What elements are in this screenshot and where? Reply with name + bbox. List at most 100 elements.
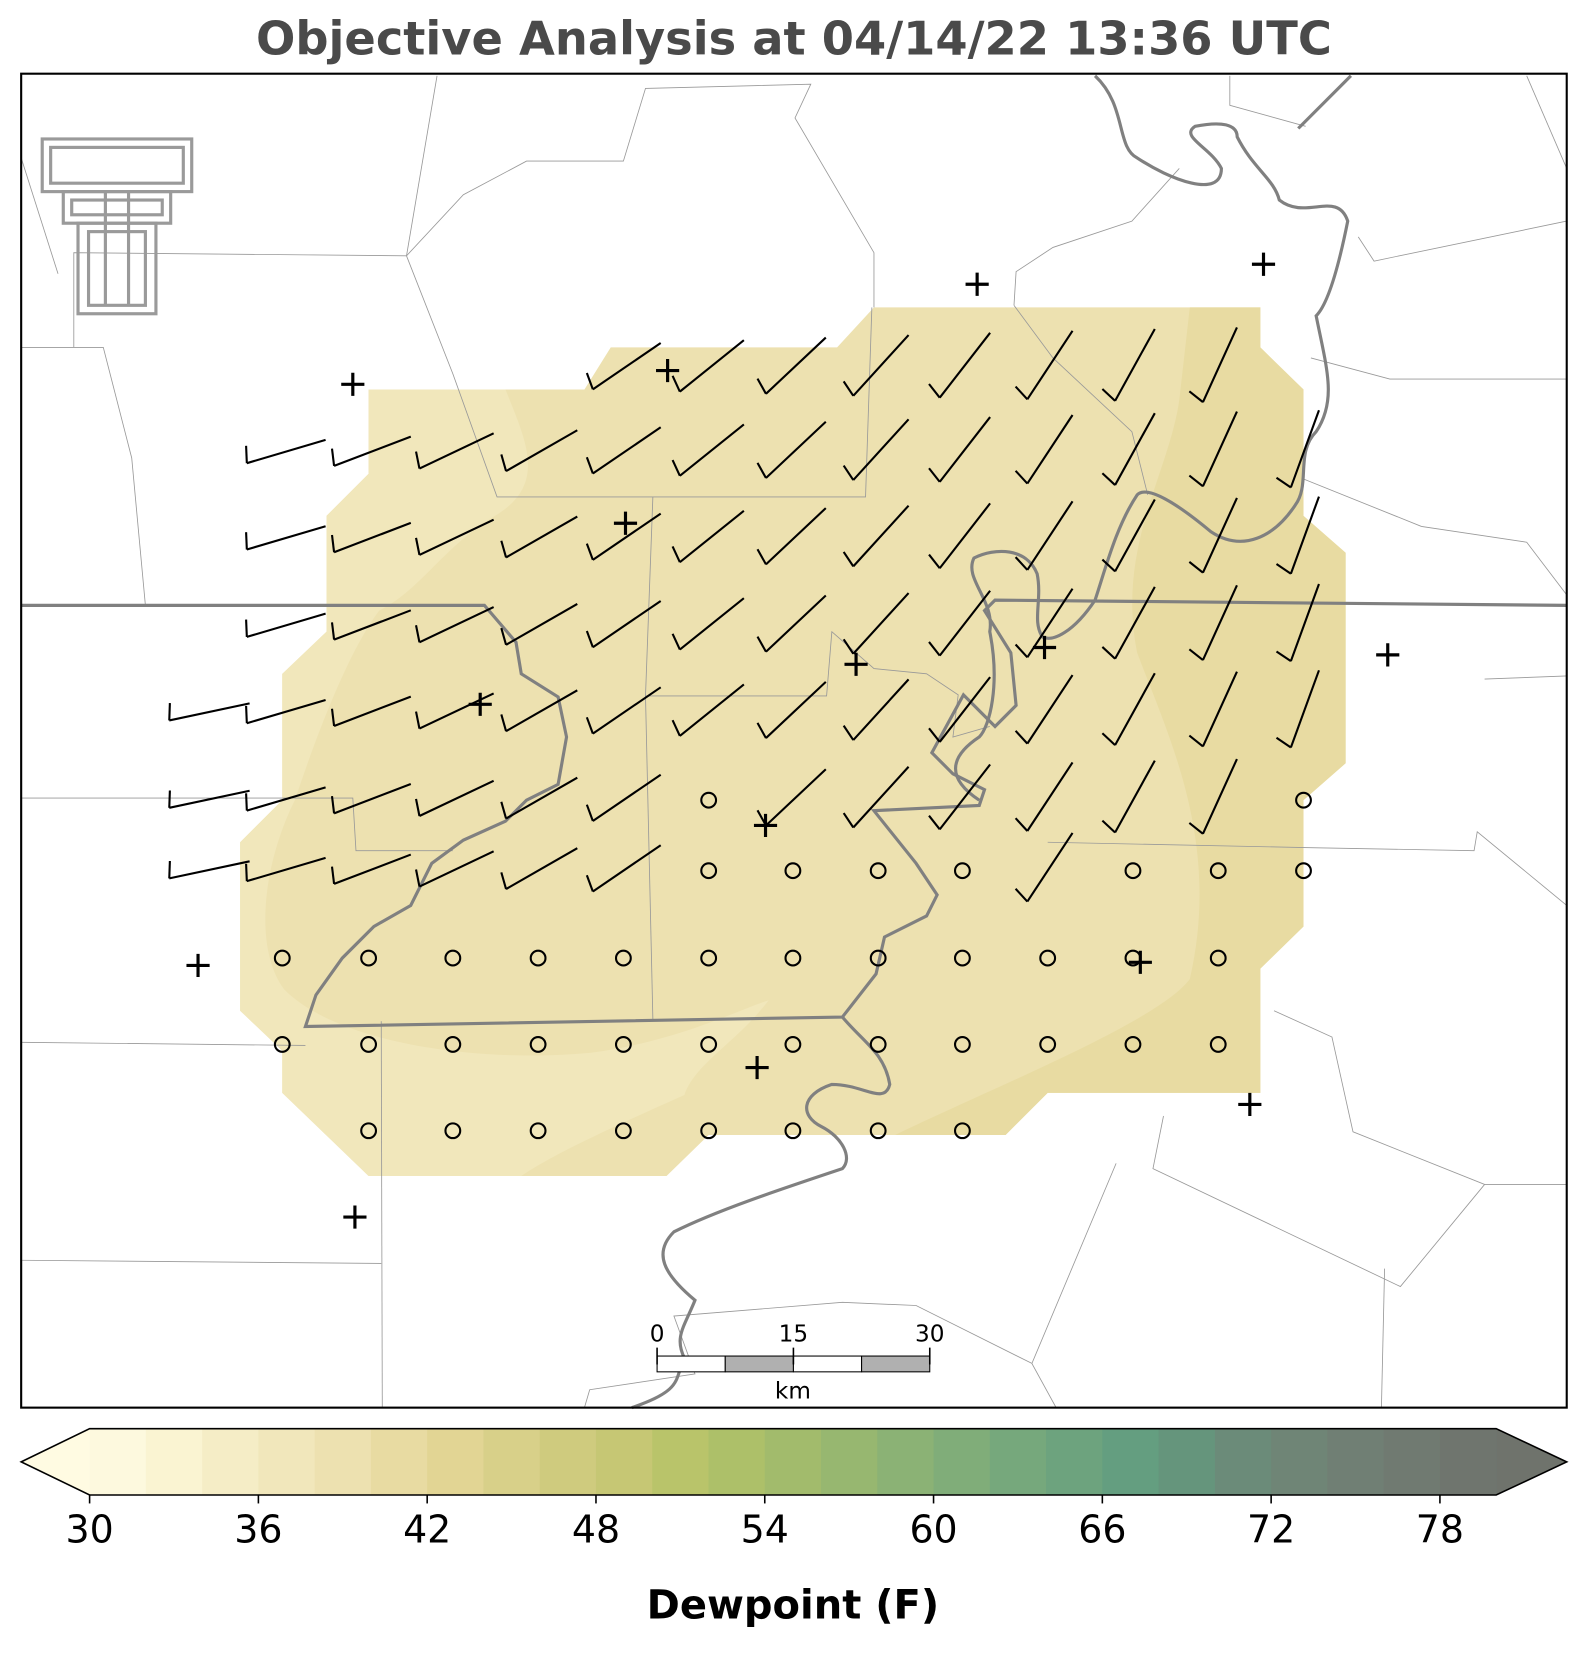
wind-barb bbox=[246, 856, 326, 883]
calm-station bbox=[529, 1035, 547, 1053]
wind-barb bbox=[505, 776, 578, 820]
wind-barb bbox=[938, 590, 991, 657]
station-marker bbox=[1032, 635, 1057, 660]
wind-barb bbox=[592, 600, 662, 649]
colorbar-swatch bbox=[370, 1428, 428, 1496]
calm-station bbox=[1209, 1035, 1227, 1053]
wind-barb-flag bbox=[1188, 561, 1204, 574]
wind-barb bbox=[679, 339, 745, 393]
wind-barb bbox=[505, 429, 578, 473]
colorbar: Dewpoint (F) 30 36 42 48 54 60 66 72 78 bbox=[19, 1427, 1569, 1629]
wind-barb bbox=[1201, 758, 1238, 835]
wind-barb-flag bbox=[168, 860, 171, 879]
colorbar-tick-label: 36 bbox=[234, 1507, 282, 1551]
wind-barb bbox=[418, 432, 495, 470]
wind-barb-flag bbox=[245, 532, 248, 550]
wind-barb-flag bbox=[585, 456, 594, 474]
wind-barb bbox=[505, 603, 578, 646]
calm-station bbox=[529, 949, 547, 967]
wind-barb bbox=[1114, 412, 1156, 486]
scale-segment bbox=[792, 1355, 863, 1373]
calm-station bbox=[444, 1035, 462, 1053]
wind-barb bbox=[1201, 497, 1238, 574]
station-marker bbox=[965, 272, 989, 296]
wind-barb bbox=[246, 786, 326, 812]
wind-barb-flag bbox=[756, 548, 767, 565]
wind-barb-flag bbox=[842, 465, 855, 481]
colorbar-label: Dewpoint (F) bbox=[647, 1583, 940, 1629]
colorbar-tick-label: 54 bbox=[741, 1507, 789, 1551]
calm-station bbox=[444, 949, 462, 967]
map-frame bbox=[20, 72, 1568, 1409]
wind-barb-flag bbox=[330, 795, 336, 814]
wind-barb bbox=[765, 681, 827, 739]
wind-barb-flag bbox=[756, 462, 767, 479]
wind-barb bbox=[1201, 671, 1238, 747]
wind-barb bbox=[1114, 672, 1156, 746]
calm-station bbox=[1295, 791, 1312, 809]
scale-unit: km bbox=[775, 1378, 811, 1404]
wind-barb bbox=[418, 850, 495, 888]
wind-barb bbox=[765, 336, 827, 395]
wind-barb bbox=[765, 421, 827, 479]
wind-barb bbox=[246, 525, 326, 551]
wind-barb-flag bbox=[500, 540, 508, 558]
wind-barb bbox=[592, 844, 662, 893]
wind-barb-flag bbox=[500, 801, 508, 819]
wind-barb-flag bbox=[842, 380, 855, 397]
wind-barb bbox=[938, 763, 991, 830]
wind-barb bbox=[1289, 583, 1320, 662]
wind-barb bbox=[679, 423, 745, 477]
calm-station bbox=[529, 1122, 547, 1140]
wind-barb bbox=[1114, 760, 1156, 834]
colorbar-tick-label: 72 bbox=[1247, 1507, 1295, 1551]
wind-barb bbox=[1201, 326, 1238, 403]
wind-barb-flag bbox=[414, 869, 421, 887]
wind-barb-flag bbox=[756, 378, 767, 395]
wind-barb-flag bbox=[756, 636, 767, 653]
wind-barb-flag bbox=[1275, 736, 1292, 749]
wind-barb bbox=[592, 773, 662, 822]
colorbar-tick-label: 42 bbox=[403, 1507, 451, 1551]
wind-barb-flag bbox=[585, 372, 594, 390]
wind-barb-flag bbox=[1101, 646, 1116, 660]
wind-barb-flag bbox=[928, 641, 941, 657]
wind-barb bbox=[333, 609, 412, 641]
wind-barb bbox=[1114, 499, 1156, 572]
calm-station bbox=[1124, 862, 1142, 880]
station-marker bbox=[341, 372, 365, 396]
colorbar-swatch bbox=[764, 1428, 822, 1496]
calm-station bbox=[1039, 949, 1057, 967]
station-marker bbox=[186, 953, 210, 978]
wind-barb-flag bbox=[414, 711, 421, 729]
calm-station bbox=[869, 949, 887, 967]
wind-barb-flag bbox=[1188, 734, 1204, 748]
logo bbox=[40, 137, 194, 316]
wind-barb-flag bbox=[671, 545, 681, 563]
wind-barb-flag bbox=[245, 863, 248, 882]
wind-barb bbox=[246, 698, 326, 725]
wind-barb-flag bbox=[1014, 730, 1029, 745]
wind-barb-flag bbox=[414, 625, 421, 643]
wind-barb-flag bbox=[414, 798, 421, 817]
calm-station bbox=[700, 1035, 718, 1053]
wind-barb-flag bbox=[330, 534, 336, 553]
wind-barb bbox=[765, 594, 827, 653]
wind-barb-flag bbox=[245, 445, 248, 464]
station-marker bbox=[753, 813, 778, 838]
wind-barb bbox=[1289, 409, 1320, 488]
wind-barb-flag bbox=[414, 537, 421, 556]
colorbar-swatch bbox=[1439, 1428, 1497, 1496]
wind-barb-flag bbox=[414, 451, 421, 469]
calm-station bbox=[1124, 1035, 1142, 1053]
station-marker bbox=[1251, 252, 1276, 276]
calm-station bbox=[444, 1122, 462, 1140]
wind-barb-flag bbox=[1188, 648, 1204, 661]
wind-barb bbox=[938, 676, 991, 743]
state-lines bbox=[21, 74, 1567, 1410]
wind-barb bbox=[1026, 832, 1074, 903]
wind-barb-flag bbox=[1101, 732, 1116, 746]
wind-barb-flag bbox=[330, 622, 336, 640]
colorbar-swatch bbox=[1271, 1428, 1328, 1496]
wind-barb bbox=[169, 789, 250, 809]
